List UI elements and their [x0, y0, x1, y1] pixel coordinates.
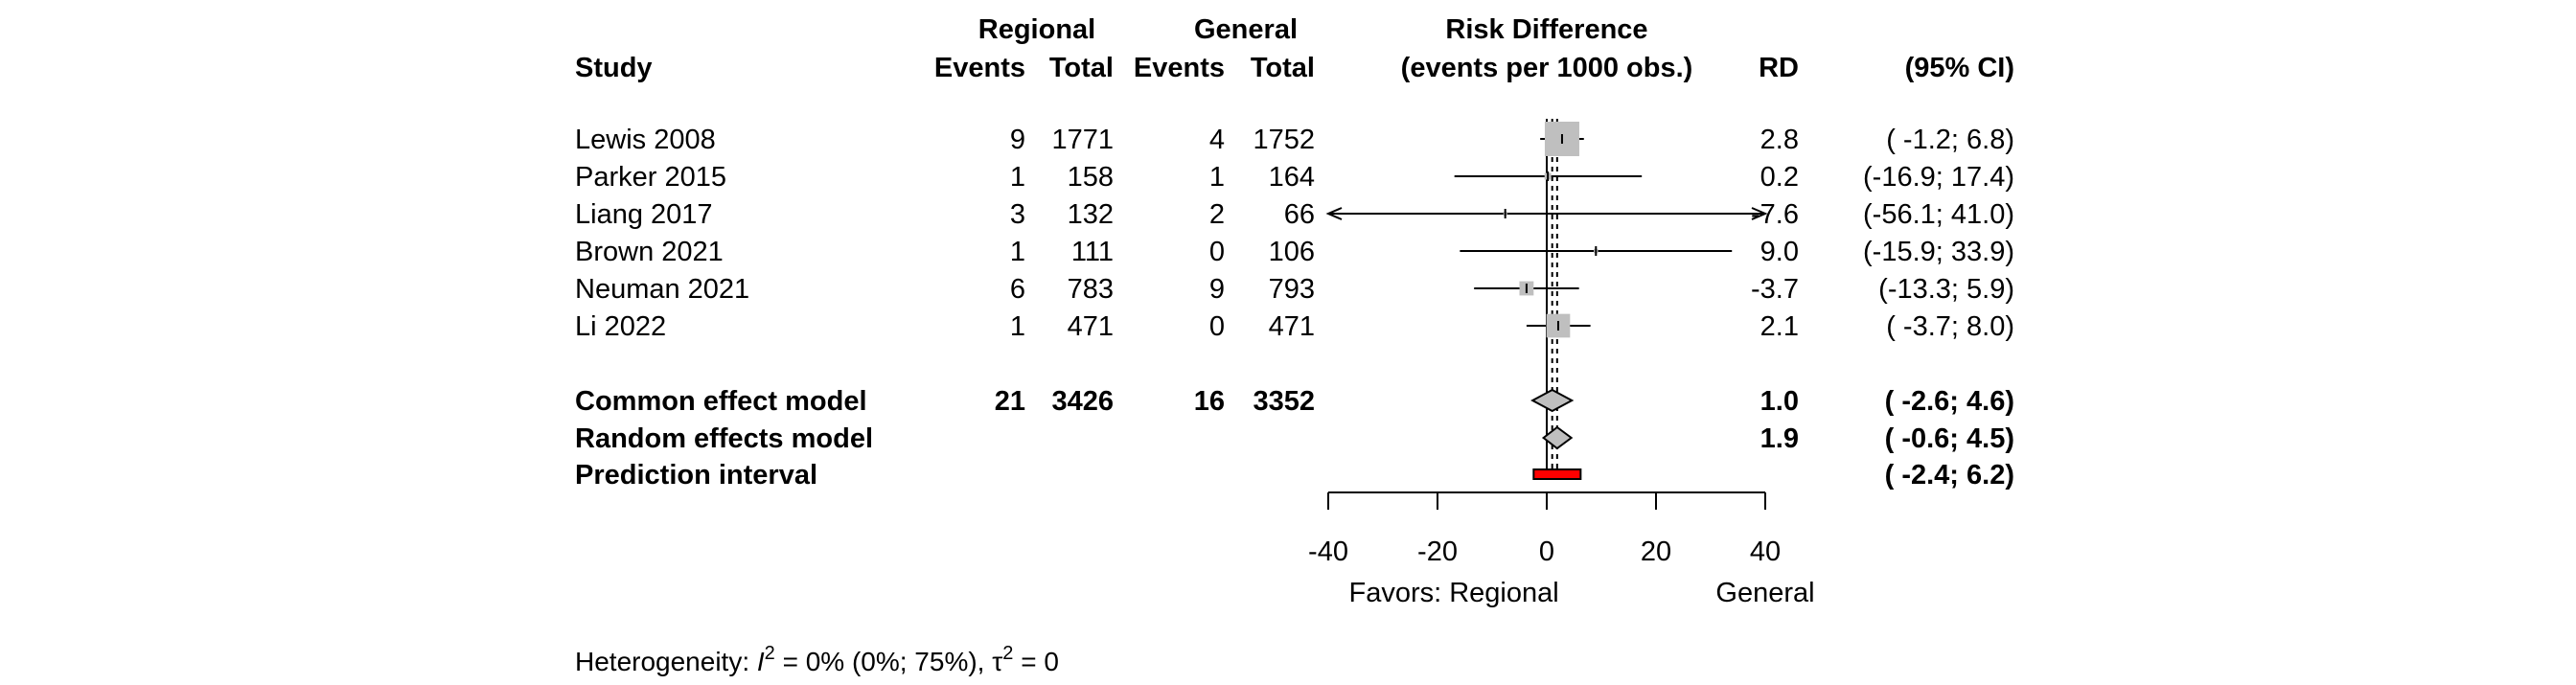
common-ci: ( -2.6; 4.6)	[1885, 386, 2014, 417]
study-name: Neuman 2021	[575, 274, 749, 305]
total-general: 164	[1269, 162, 1315, 193]
header-group1: Regional	[978, 14, 1095, 45]
study-ci: ( -3.7; 8.0)	[1886, 311, 2014, 342]
study-name: Li 2022	[575, 311, 666, 342]
header-measure-line2: (events per 1000 obs.)	[1401, 53, 1693, 83]
events-general: 9	[1209, 274, 1225, 305]
events-general: 2	[1209, 199, 1225, 230]
events-general: 1	[1209, 162, 1225, 193]
x-tick-label: 20	[1641, 537, 1671, 567]
random-ci: ( -0.6; 4.5)	[1885, 423, 2014, 454]
total-general: 471	[1269, 311, 1315, 342]
common-events-regional: 21	[995, 386, 1025, 417]
events-regional: 3	[1010, 199, 1025, 230]
header-rd: RD	[1759, 53, 1799, 83]
heterogeneity-part: 2	[765, 643, 775, 664]
favors-right-label: General	[1715, 578, 1814, 608]
common-effect-diamond	[1530, 388, 1575, 413]
total-regional: 158	[1068, 162, 1114, 193]
total-general: 1752	[1253, 125, 1315, 155]
common-rd: 1.0	[1760, 386, 1799, 417]
study-ci: ( -1.2; 6.8)	[1886, 125, 2014, 155]
prediction-label: Prediction interval	[575, 460, 817, 491]
x-tick-label: -40	[1308, 537, 1348, 567]
header-measure-line1: Risk Difference	[1445, 14, 1647, 45]
events-regional: 6	[1010, 274, 1025, 305]
events-regional: 1	[1010, 311, 1025, 342]
study-ci-arrow-left	[1325, 207, 1343, 220]
study-name: Parker 2015	[575, 162, 726, 193]
heterogeneity-part: 2	[1002, 643, 1013, 664]
study-rd: -3.7	[1751, 274, 1799, 305]
events-regional: 1	[1010, 162, 1025, 193]
study-ci: (-13.3; 5.9)	[1878, 274, 2014, 305]
random-label: Random effects model	[575, 423, 873, 454]
total-regional: 111	[1071, 237, 1114, 267]
events-regional: 9	[1010, 125, 1025, 155]
study-ci: (-15.9; 33.9)	[1863, 237, 2014, 267]
header-events-1: Events	[934, 53, 1025, 83]
study-ci: (-56.1; 41.0)	[1863, 199, 2014, 230]
study-name: Brown 2021	[575, 237, 724, 267]
header-events-2: Events	[1134, 53, 1225, 83]
heterogeneity-part: Heterogeneity:	[575, 647, 757, 676]
study-rd: 9.0	[1760, 237, 1799, 267]
events-general: 0	[1209, 311, 1225, 342]
header-study: Study	[575, 53, 653, 83]
events-general: 0	[1209, 237, 1225, 267]
common-label: Common effect model	[575, 386, 867, 417]
total-regional: 471	[1068, 311, 1114, 342]
study-name: Lewis 2008	[575, 125, 716, 155]
total-regional: 132	[1068, 199, 1114, 230]
header-ci: (95% CI)	[1905, 53, 2014, 83]
study-name: Liang 2017	[575, 199, 713, 230]
x-tick-label: -20	[1417, 537, 1458, 567]
heterogeneity-part: = 0% (0%; 75%),	[775, 647, 992, 676]
prediction-ci: ( -2.4; 6.2)	[1885, 460, 2014, 491]
total-general: 66	[1284, 199, 1315, 230]
heterogeneity-part: = 0	[1013, 647, 1058, 676]
study-ci-arrow-right	[1751, 207, 1768, 220]
random-rd: 1.9	[1760, 423, 1799, 454]
study-rd: 2.1	[1760, 311, 1799, 342]
study-ci: (-16.9; 17.4)	[1863, 162, 2014, 193]
header-total-1: Total	[1049, 53, 1114, 83]
favors-left-label: Favors: Regional	[1348, 578, 1558, 608]
prediction-interval-bar	[1532, 468, 1582, 480]
x-tick-label: 0	[1539, 537, 1554, 567]
random-effect-diamond	[1541, 425, 1574, 450]
heterogeneity-text: Heterogeneity: I2 = 0% (0%; 75%), τ2 = 0	[575, 643, 1059, 676]
header-total-2: Total	[1251, 53, 1315, 83]
study-rd: 2.8	[1760, 125, 1799, 155]
x-tick-label: 40	[1750, 537, 1781, 567]
common-events-general: 16	[1194, 386, 1225, 417]
events-regional: 1	[1010, 237, 1025, 267]
total-general: 106	[1269, 237, 1315, 267]
events-general: 4	[1209, 125, 1225, 155]
common-total-general: 3352	[1253, 386, 1315, 417]
total-general: 793	[1269, 274, 1315, 305]
common-total-regional: 3426	[1051, 386, 1114, 417]
total-regional: 1771	[1051, 125, 1114, 155]
study-rd: 0.2	[1760, 162, 1799, 193]
total-regional: 783	[1068, 274, 1114, 305]
heterogeneity-part: τ	[992, 647, 1002, 676]
heterogeneity-part: I	[757, 647, 765, 676]
header-group2: General	[1194, 14, 1298, 45]
